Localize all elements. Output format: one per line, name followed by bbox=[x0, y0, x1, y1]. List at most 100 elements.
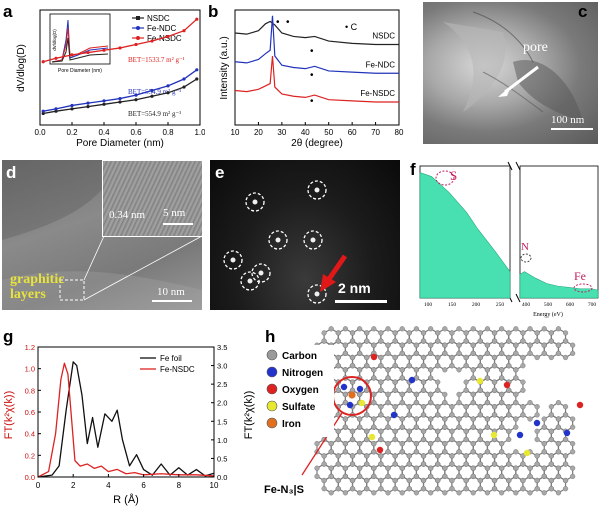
carbon-atom bbox=[484, 440, 491, 447]
panel-e: 2 nm e bbox=[210, 158, 405, 318]
carbon-atom bbox=[442, 326, 448, 332]
nitrogen-atom bbox=[533, 419, 541, 427]
panel-c: pore 100 nm c bbox=[408, 0, 600, 150]
carbon-atom bbox=[491, 354, 498, 361]
carbon-atom bbox=[449, 412, 455, 418]
carbon-atom bbox=[513, 465, 519, 471]
carbon-atom bbox=[442, 367, 448, 373]
carbon-atom bbox=[435, 363, 441, 369]
carbon-atom bbox=[385, 399, 391, 406]
carbon-atom bbox=[499, 391, 505, 398]
carbon-atom bbox=[406, 477, 412, 484]
carbon-atom bbox=[413, 440, 420, 447]
carbon-atom bbox=[413, 473, 420, 480]
atom-site-7 bbox=[251, 263, 271, 283]
carbon-atom bbox=[399, 350, 405, 357]
carbon-atom bbox=[477, 428, 483, 434]
chart-a-point-fe-nsdc bbox=[70, 53, 74, 57]
carbon-atom bbox=[420, 453, 427, 459]
carbon-atom bbox=[328, 440, 334, 447]
atom-site-3 bbox=[268, 230, 288, 250]
carbon-atom bbox=[477, 436, 483, 443]
chart-b-peak-marker-5: • bbox=[310, 96, 314, 107]
carbon-atom bbox=[435, 412, 441, 418]
chart-g-xlabel: R (Å) bbox=[113, 493, 139, 506]
carbon-atom bbox=[399, 449, 405, 455]
chart-f-xtick-label: 250 bbox=[496, 302, 505, 308]
chart-a-point-fe-ndc bbox=[195, 68, 199, 72]
carbon-atom bbox=[520, 461, 526, 467]
carbon-atom bbox=[364, 363, 370, 369]
carbon-atom bbox=[491, 412, 498, 418]
chart-a-point-fe-nsdc bbox=[41, 60, 45, 64]
carbon-atom bbox=[399, 367, 405, 373]
legend-swatch-iron bbox=[266, 417, 278, 429]
chart-a-point-fe-ndc bbox=[182, 77, 186, 81]
carbon-atom bbox=[570, 449, 576, 455]
chart-b-line-nsdc bbox=[234, 20, 399, 46]
chart-b-xtick-label: 70 bbox=[371, 128, 380, 137]
carbon-atom bbox=[527, 473, 533, 480]
carbon-atom bbox=[406, 453, 412, 459]
carbon-atom bbox=[420, 330, 427, 336]
carbon-atom bbox=[499, 449, 505, 455]
chart-g-line-fe-foil bbox=[37, 361, 215, 478]
carbon-atom bbox=[349, 338, 356, 344]
carbon-atom bbox=[399, 465, 405, 471]
element-legend: Carbon Nitrogen Oxygen Sulfate Iron bbox=[262, 345, 334, 437]
carbon-atom bbox=[342, 440, 349, 447]
carbon-atom bbox=[321, 453, 327, 459]
carbon-atom bbox=[534, 453, 540, 459]
chart-a-xtick-label: 0.4 bbox=[98, 128, 110, 137]
carbon-atom bbox=[463, 453, 469, 459]
chart-g-yticks-left: 0.0 0.2 0.4 0.6 0.8 1.0 1.2 bbox=[25, 343, 41, 482]
carbon-atom bbox=[428, 399, 434, 406]
carbon-atom bbox=[499, 399, 505, 406]
carbon-atom bbox=[371, 342, 377, 348]
carbon-atom bbox=[548, 338, 554, 344]
atom-site-6 bbox=[240, 271, 260, 291]
carbon-atom bbox=[371, 326, 377, 332]
carbon-atom bbox=[392, 477, 398, 484]
bright-atoms bbox=[230, 187, 320, 297]
carbon-atom bbox=[527, 399, 533, 406]
carbon-atom bbox=[527, 490, 533, 496]
chart-g-ylabel-left: FT(k²χ(k)) bbox=[3, 391, 15, 440]
carbon-atom bbox=[392, 404, 398, 410]
carbon-atom bbox=[364, 354, 370, 361]
carbon-atom bbox=[428, 391, 434, 398]
carbon-atom bbox=[470, 375, 476, 381]
carbon-atom bbox=[428, 465, 434, 471]
legend-label-fe-nsdc-g: Fe-NSDC bbox=[160, 365, 195, 374]
chart-a-bet-annotation-1: BET=1533.7 m² g⁻¹ bbox=[128, 56, 185, 64]
scale-bar-e bbox=[335, 300, 387, 303]
carbon-atom bbox=[463, 412, 469, 418]
carbon-atom bbox=[470, 424, 476, 430]
carbon-atom bbox=[385, 440, 391, 447]
carbon-atom bbox=[420, 354, 427, 361]
chart-a-point-fe-nsdc bbox=[102, 48, 106, 52]
chart-a-point-fe-nsdc bbox=[195, 17, 199, 21]
carbon-atom bbox=[520, 379, 526, 385]
carbon-atom bbox=[378, 486, 384, 492]
carbon-atom bbox=[555, 490, 562, 496]
scale-bar-d-inset bbox=[163, 223, 193, 225]
carbon-atom bbox=[442, 490, 448, 496]
carbon-atom bbox=[335, 461, 341, 467]
carbon-atom bbox=[371, 424, 377, 430]
carbon-atom bbox=[342, 367, 349, 373]
graphitic-layers-label: graphitic layers bbox=[10, 272, 65, 302]
carbon-atom bbox=[435, 330, 441, 336]
carbon-atom bbox=[392, 486, 398, 492]
chart-b-peak-marker-1: • bbox=[276, 17, 280, 28]
chart-g-xtick-label: 6 bbox=[141, 481, 146, 490]
chart-b-xtick-label: 50 bbox=[324, 128, 333, 137]
chart-g-yticks-right: 0.0 0.5 1.0 1.5 2.0 2.5 3.0 3.5 bbox=[211, 343, 227, 482]
chart-b-peak-marker-3: • bbox=[310, 46, 314, 57]
chart-g-series-group bbox=[37, 361, 215, 478]
carbon-atom bbox=[534, 404, 540, 410]
carbon-atom bbox=[499, 465, 505, 471]
carbon-atom bbox=[570, 473, 576, 480]
chart-g-ytick-right-label: 3.5 bbox=[217, 343, 227, 352]
carbon-atom bbox=[399, 490, 405, 496]
